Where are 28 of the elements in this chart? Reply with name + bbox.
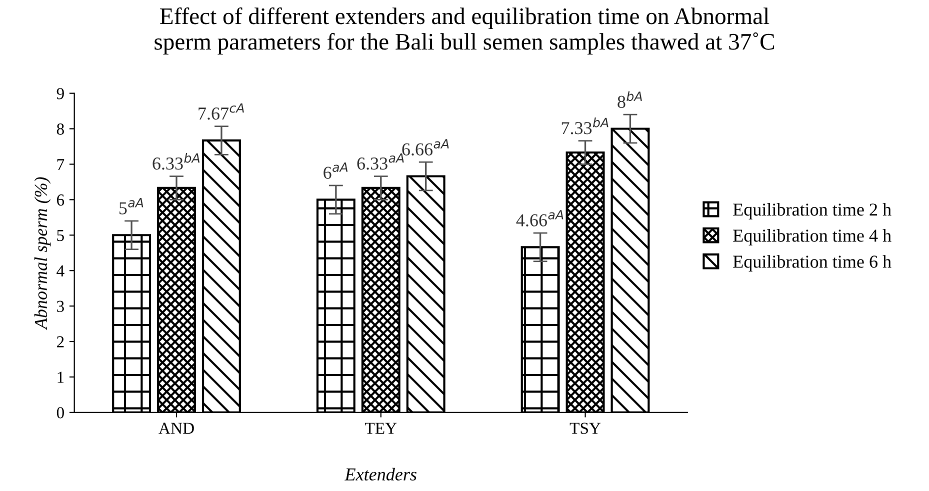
data-label: 8$^{bA}$ <box>618 91 642 108</box>
y-tick-label: 2 <box>56 336 64 348</box>
data-label: 7.33$^{bA}$ <box>562 118 608 134</box>
x-axis-title: Extenders <box>344 468 416 481</box>
chart-title: Effect of different extenders and equilibration time on Abnormal sperm parameters for the Bali bull semen samples thawed at 37˚C <box>154 7 774 55</box>
y-tick-label: 6 <box>56 194 64 206</box>
data-label: 6$^{aA}$ <box>324 162 348 179</box>
data-label: 6.33$^{aA}$ <box>357 153 404 170</box>
data-label: 5$^{aA}$ <box>120 198 144 214</box>
legend-label: Equilibration time 4 h <box>733 229 892 246</box>
x-tick-label: AND <box>158 422 194 434</box>
legend-label: Equilibration time 2 h <box>733 202 892 220</box>
y-tick-label: 9 <box>56 88 64 100</box>
x-tick-label: TSY <box>570 422 601 434</box>
data-label: 6.33$^{bA}$ <box>152 152 200 170</box>
y-tick-label: 1 <box>58 372 64 383</box>
data-label: 7.67$^{cA}$ <box>198 103 244 120</box>
y-tick-label: 4 <box>56 265 64 276</box>
y-tick-label: 3 <box>57 300 64 312</box>
x-tick-label: TEY <box>364 422 397 434</box>
data-label: 6.66$^{aA}$ <box>402 139 449 156</box>
data-label: 4.66$^{aA}$ <box>516 210 564 226</box>
y-tick-label: 0 <box>56 407 64 418</box>
y-axis-title: Abnormal sperm (%) <box>34 177 51 330</box>
legend-label: Equilibration time 6 h <box>733 255 892 272</box>
y-tick-label: 8 <box>56 123 64 135</box>
y-tick-label: 7 <box>57 159 64 170</box>
y-tick-label: 5 <box>57 230 64 242</box>
